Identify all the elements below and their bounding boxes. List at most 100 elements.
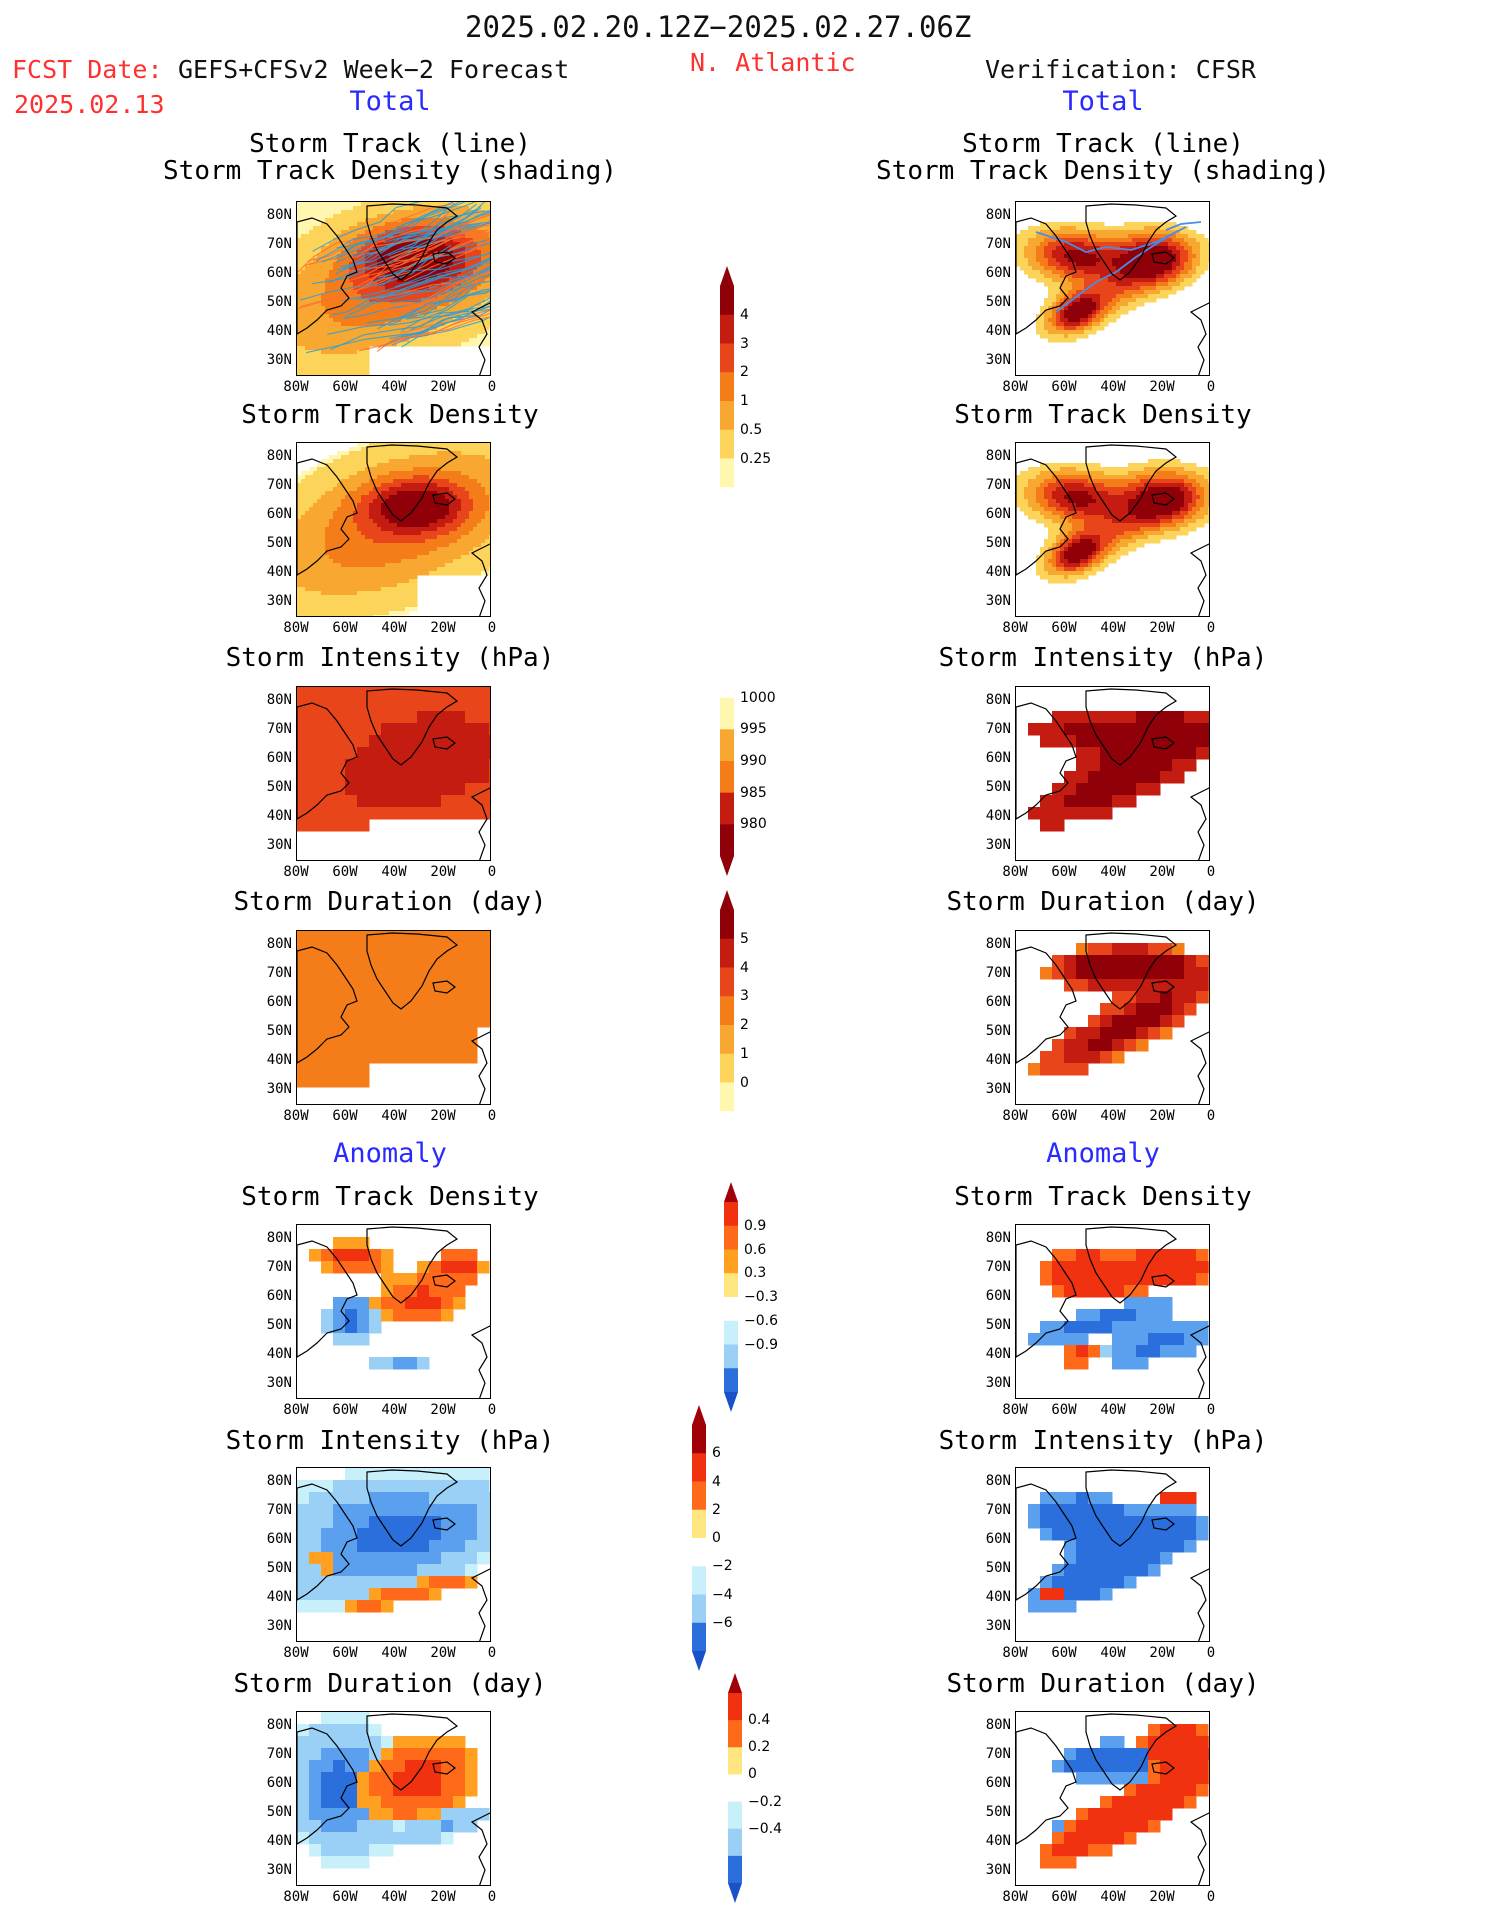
field-cell xyxy=(429,571,434,576)
field-cell xyxy=(457,334,462,339)
field-cell xyxy=(361,519,366,524)
field-cell xyxy=(1072,282,1077,287)
field-cell xyxy=(313,599,318,604)
field-cell xyxy=(469,479,474,484)
field-cell xyxy=(349,302,354,307)
field-cell xyxy=(1064,266,1069,271)
field-cell xyxy=(297,350,302,355)
field-cell xyxy=(1040,246,1045,251)
field-cell xyxy=(337,595,342,600)
field-cell xyxy=(301,487,306,492)
field-cell xyxy=(353,358,358,363)
field-cell xyxy=(301,322,306,327)
field-cell xyxy=(449,539,454,544)
field-cell xyxy=(457,471,462,476)
field-cell xyxy=(413,587,418,592)
field-cell xyxy=(1172,278,1177,283)
field-cell xyxy=(297,567,302,572)
lat-tick-label: 50N xyxy=(975,294,1011,310)
field-cell xyxy=(309,487,314,492)
field-cell xyxy=(297,583,302,588)
field-cell xyxy=(309,318,314,323)
field-cell xyxy=(405,519,410,524)
field-cell xyxy=(305,346,310,351)
field-cell xyxy=(321,503,326,508)
field-cell xyxy=(353,515,358,520)
field-cell xyxy=(1100,302,1105,307)
field-cell xyxy=(377,531,382,536)
field-cell xyxy=(329,362,334,367)
field-cell xyxy=(329,611,334,616)
field-cell xyxy=(305,286,310,291)
field-cell xyxy=(345,218,350,223)
field-cell xyxy=(337,519,342,524)
field-cell xyxy=(357,591,362,596)
field-cell xyxy=(369,499,374,504)
field-cell xyxy=(1112,226,1117,231)
field-cell xyxy=(461,451,466,456)
field-cell xyxy=(445,467,450,472)
field-cell xyxy=(469,527,474,532)
field-cell xyxy=(325,615,330,617)
field-cell xyxy=(321,226,326,231)
field-cell xyxy=(433,519,438,524)
field-cell xyxy=(413,459,418,464)
field-cell xyxy=(329,354,334,359)
field-cell xyxy=(341,230,346,235)
field-cell xyxy=(1056,298,1061,303)
field-cell xyxy=(453,342,458,347)
field-cell xyxy=(349,559,354,564)
field-cell xyxy=(325,499,330,504)
field-cell xyxy=(389,555,394,560)
field-cell xyxy=(389,499,394,504)
field-cell xyxy=(333,559,338,564)
field-cell xyxy=(321,543,326,548)
field-cell xyxy=(441,487,446,492)
field-cell xyxy=(333,459,338,464)
field-cell xyxy=(409,455,414,460)
field-cell xyxy=(1088,302,1093,307)
field-cell xyxy=(421,447,426,452)
field-cell xyxy=(473,543,478,548)
field-cell xyxy=(1068,310,1073,315)
field-cell xyxy=(357,547,362,552)
field-cell xyxy=(1024,230,1029,235)
field-cell xyxy=(337,587,342,592)
field-cell xyxy=(437,543,442,548)
field-cell xyxy=(437,258,442,263)
field-cell xyxy=(1020,230,1025,235)
field-cell xyxy=(469,455,474,460)
field-cell xyxy=(309,587,314,592)
field-cell xyxy=(401,531,406,536)
field-cell xyxy=(353,487,358,492)
field-cell xyxy=(1036,330,1041,335)
field-cell xyxy=(345,559,350,564)
field-cell xyxy=(1020,254,1025,259)
field-cell xyxy=(377,519,382,524)
field-cell xyxy=(405,567,410,572)
field-cell xyxy=(1092,274,1097,279)
field-cell xyxy=(297,362,302,367)
field-cell xyxy=(1084,254,1089,259)
field-cell xyxy=(349,218,354,223)
field-cell xyxy=(385,463,390,468)
field-cell xyxy=(469,459,474,464)
field-cell xyxy=(489,547,491,552)
field-cell xyxy=(457,459,462,464)
field-cell xyxy=(361,579,366,584)
field-cell xyxy=(381,483,386,488)
field-cell xyxy=(393,563,398,568)
field-cell xyxy=(441,535,446,540)
field-cell xyxy=(1172,238,1177,243)
field-cell xyxy=(357,222,362,227)
field-cell xyxy=(297,595,302,600)
field-cell xyxy=(1144,270,1149,275)
field-cell xyxy=(1104,242,1109,247)
field-cell xyxy=(313,306,318,311)
field-cell xyxy=(297,575,302,580)
field-cell xyxy=(393,491,398,496)
field-cell xyxy=(297,487,302,492)
field-cell xyxy=(405,571,410,576)
field-cell xyxy=(365,491,370,496)
field-cell xyxy=(489,447,491,452)
